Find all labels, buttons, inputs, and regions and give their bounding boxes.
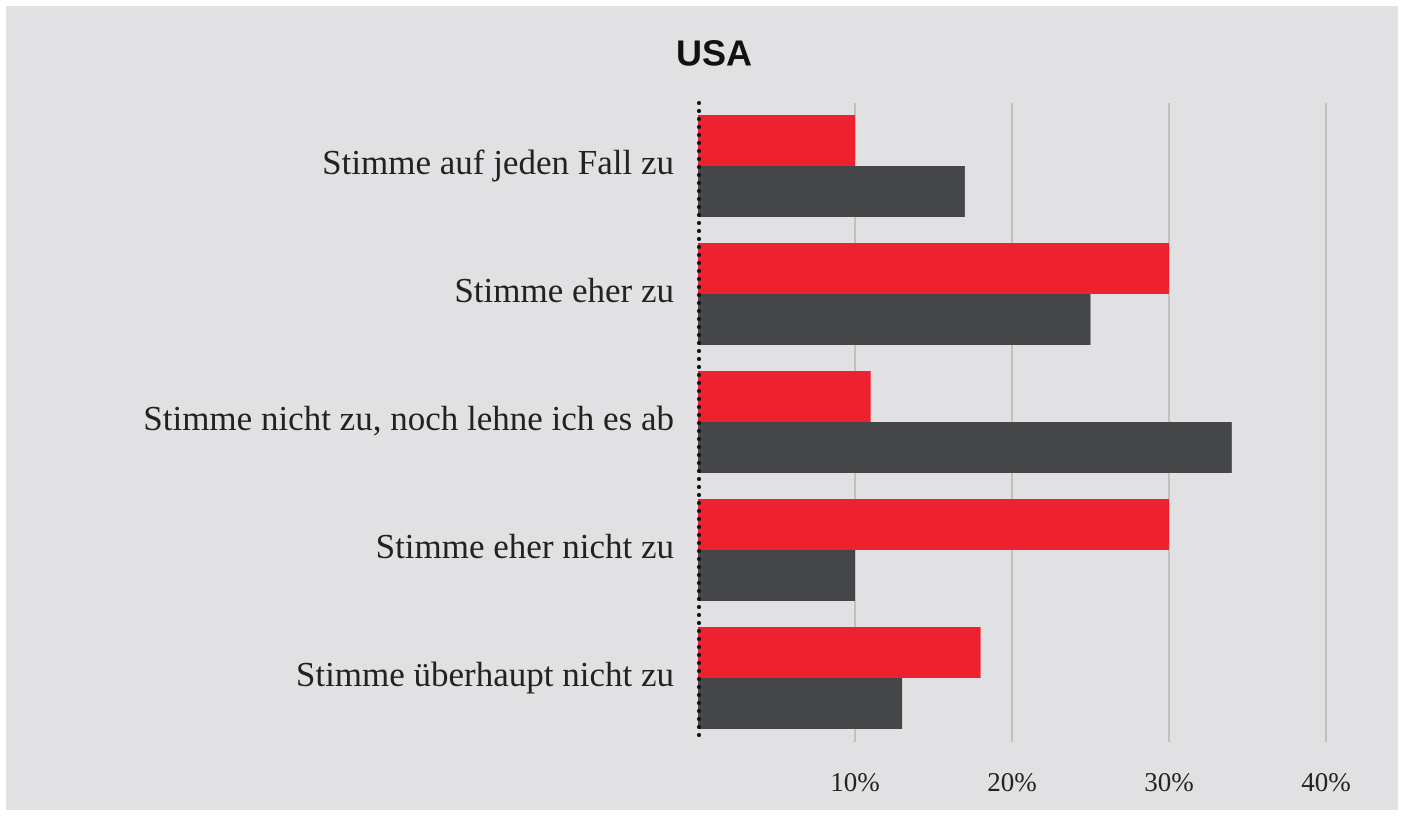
y-tick-label: Stimme überhaupt nicht zu	[296, 655, 674, 694]
x-tick-label: 30%	[1144, 767, 1194, 797]
y-tick-label: Stimme nicht zu, noch lehne ich es ab	[143, 399, 674, 438]
y-tick-label: Stimme auf jeden Fall zu	[322, 143, 674, 182]
y-tick-label: Stimme eher nicht zu	[376, 527, 674, 566]
bar	[698, 294, 1091, 345]
bar	[698, 627, 981, 678]
bar	[698, 678, 903, 729]
x-tick-label: 10%	[830, 767, 880, 797]
bar	[698, 371, 871, 422]
y-tick-label: Stimme eher zu	[454, 271, 674, 310]
x-tick-label: 40%	[1301, 767, 1351, 797]
bar	[698, 243, 1169, 294]
bar	[698, 166, 965, 217]
bar	[698, 422, 1232, 473]
bar	[698, 115, 855, 166]
bar	[698, 499, 1169, 550]
x-tick-label: 20%	[987, 767, 1037, 797]
bar	[698, 550, 855, 601]
chart-title: USA	[676, 33, 752, 74]
